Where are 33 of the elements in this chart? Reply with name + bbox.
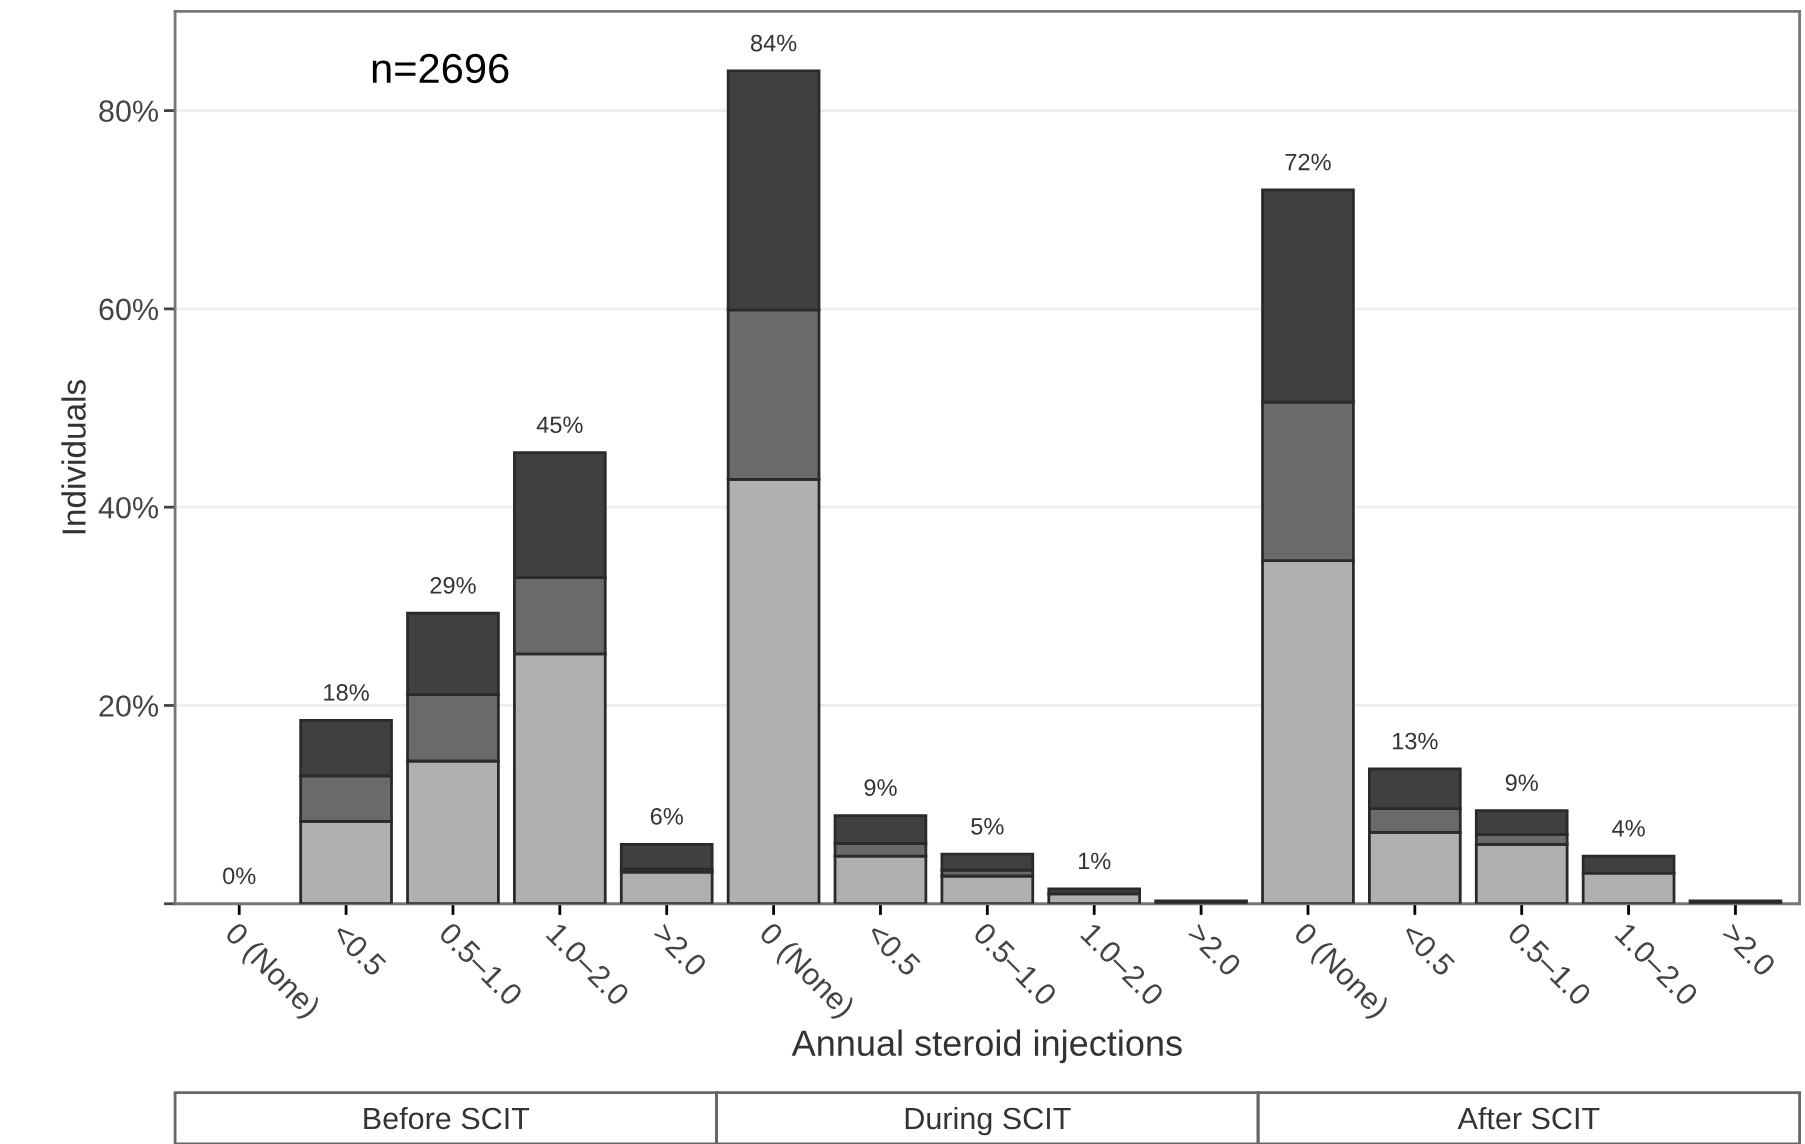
x-tick-label: <0.5 — [1400, 921, 1457, 978]
y-tick-label: 20% — [99, 695, 159, 717]
text: During SCIT — [905, 1106, 1071, 1136]
bar — [1154, 899, 1248, 904]
x-tick-label: >2.0 — [1720, 921, 1777, 978]
text: 18% — [324, 684, 369, 701]
text: 45% — [536, 416, 583, 434]
text: 1% — [1078, 852, 1111, 870]
x-axis-title: Annual steroid injections — [791, 1029, 1182, 1064]
text: 6% — [650, 808, 683, 825]
x-tick-label: >2.0 — [1186, 921, 1243, 978]
y-axis-title: Individuals — [61, 380, 86, 534]
y-tick-label: 80% — [99, 100, 159, 122]
bar — [619, 870, 714, 904]
x-tick-label: >2.0 — [651, 921, 708, 978]
y-tick-label: 60% — [99, 298, 159, 321]
text: 9% — [1505, 774, 1538, 792]
text: After SCIT — [1457, 1106, 1600, 1130]
text: 84% — [750, 34, 797, 52]
text: 4% — [1612, 820, 1645, 837]
text: Before SCIT — [364, 1106, 530, 1130]
bar — [1688, 899, 1783, 904]
text: 9% — [864, 779, 897, 796]
text: 29% — [430, 577, 476, 594]
text: 5% — [971, 818, 1004, 835]
y-tick-label: 40% — [98, 496, 159, 519]
text: 72% — [1285, 153, 1331, 171]
annotation: n=2696 — [372, 53, 509, 84]
bar — [619, 842, 714, 871]
x-tick-label: <0.5 — [865, 921, 922, 978]
text: 13% — [1393, 732, 1438, 750]
text: 0% — [223, 867, 256, 885]
x-tick-label: <0.5 — [331, 921, 388, 978]
